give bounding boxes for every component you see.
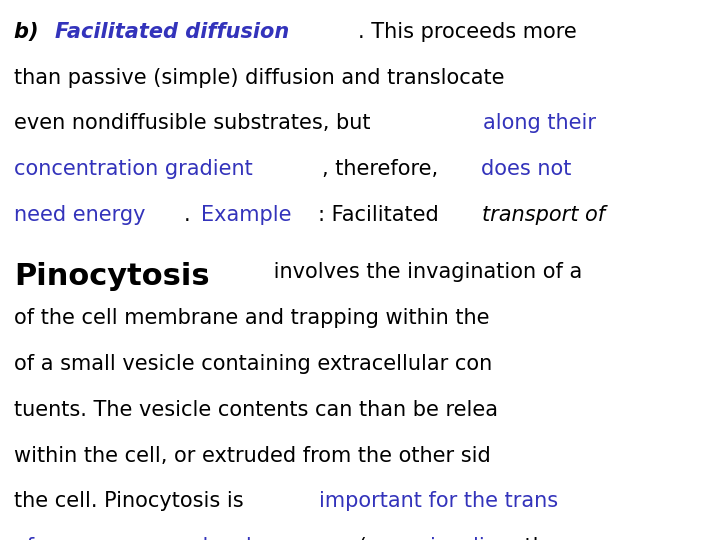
Text: transport of: transport of	[482, 205, 606, 225]
Text: b): b)	[14, 22, 46, 42]
Text: of a small vesicle containing extracellular con: of a small vesicle containing extracellu…	[14, 354, 492, 374]
Text: of some macromolecules: of some macromolecules	[14, 537, 276, 540]
Text: tuents. The vesicle contents can than be relea: tuents. The vesicle contents can than be…	[14, 400, 498, 420]
Text: of the cell membrane and trapping within the: of the cell membrane and trapping within…	[14, 308, 490, 328]
Text: involves the invagination of a: involves the invagination of a	[267, 262, 582, 282]
Text: concentration gradient: concentration gradient	[14, 159, 253, 179]
Text: the cell. Pinocytosis is: the cell. Pinocytosis is	[14, 491, 251, 511]
Text: insulin: insulin	[431, 537, 498, 540]
Text: than passive (simple) diffusion and translocate: than passive (simple) diffusion and tran…	[14, 68, 505, 87]
Text: , therefore,: , therefore,	[323, 159, 445, 179]
Text: throug: throug	[518, 537, 593, 540]
Text: Example: Example	[201, 205, 292, 225]
Text: . This proceeds more: . This proceeds more	[358, 22, 577, 42]
Text: : Facilitated: : Facilitated	[318, 205, 446, 225]
Text: Pinocytosis: Pinocytosis	[14, 262, 210, 291]
Text: even nondiffusible substrates, but: even nondiffusible substrates, but	[14, 113, 377, 133]
Text: within the cell, or extruded from the other sid: within the cell, or extruded from the ot…	[14, 446, 491, 465]
Text: .: .	[184, 205, 197, 225]
Text: need energy: need energy	[14, 205, 146, 225]
Text: important for the trans: important for the trans	[319, 491, 559, 511]
Text: (e.g.: (e.g.	[352, 537, 413, 540]
Text: along their: along their	[483, 113, 596, 133]
Text: Facilitated diffusion: Facilitated diffusion	[55, 22, 289, 42]
Text: does not: does not	[481, 159, 571, 179]
